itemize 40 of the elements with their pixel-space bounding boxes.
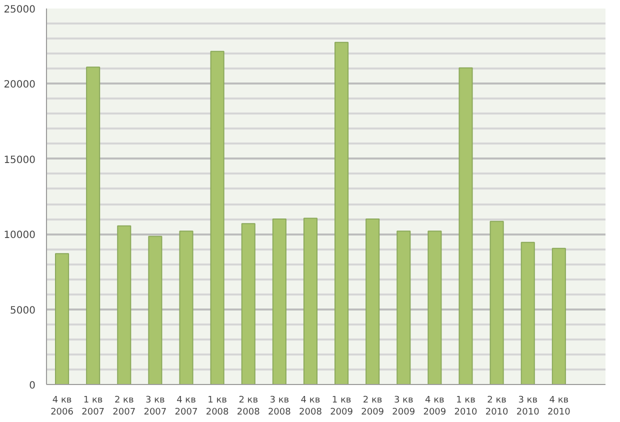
bar: [490, 220, 504, 384]
bar: [552, 248, 566, 384]
bar: [334, 42, 349, 384]
bar: [86, 66, 100, 384]
y-tick-label: 25000: [4, 4, 36, 16]
bar: [210, 50, 224, 384]
x-tick-label: 1 кв 2008: [206, 396, 230, 418]
bar: [55, 253, 70, 384]
x-tick-label: 3 кв 2007: [144, 396, 167, 418]
bar: [366, 218, 380, 384]
x-tick-label: 1 кв 2009: [330, 396, 354, 418]
y-tick-label: 0: [29, 380, 36, 392]
y-tick-label: 5000: [10, 305, 36, 316]
x-tick-label: 3 кв 2010: [516, 396, 540, 418]
x-tick-label: 4 кв 2008: [299, 396, 322, 418]
x-tick-label: 2 кв 2010: [485, 396, 509, 418]
x-tick-label: 3 кв 2008: [268, 396, 292, 418]
bar: [303, 218, 318, 384]
x-tick-label: 4 кв 2009: [423, 396, 446, 418]
bar: [396, 230, 411, 384]
bar: [428, 230, 442, 384]
x-tick-label: 4 кв 2006: [50, 396, 74, 418]
y-tick-label: 20000: [4, 80, 36, 91]
x-tick-label: 1 кв 2007: [82, 396, 105, 418]
bar: [520, 242, 535, 384]
x-tick-label: 2 кв 2008: [236, 396, 260, 418]
bar: [148, 236, 162, 384]
y-tick-label: 15000: [4, 154, 36, 166]
bar: [272, 218, 286, 384]
x-tick-label: 2 кв 2009: [361, 396, 384, 418]
y-tick-label: 10000: [4, 230, 36, 242]
x-tick-label: 2 кв 2007: [112, 396, 136, 418]
x-tick-label: 4 кв 2007: [174, 396, 198, 418]
bar: [241, 223, 256, 384]
x-tick-label: 1 кв 2010: [454, 396, 478, 418]
x-tick-label: 4 кв 2010: [547, 396, 571, 418]
bar: [117, 225, 132, 384]
x-tick-label: 3 кв 2009: [392, 396, 416, 418]
bar: [458, 67, 473, 384]
bar: [179, 230, 194, 384]
